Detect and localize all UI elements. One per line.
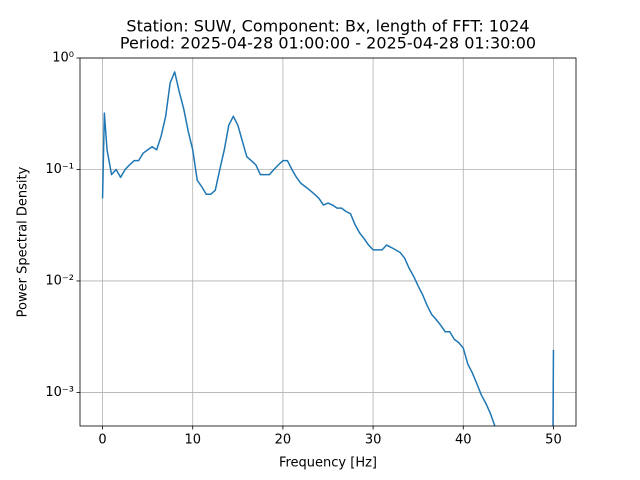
y-tick-label: 10⁻³ [45,385,74,400]
x-tick-label: 40 [455,433,472,448]
x-tick-label: 20 [275,433,292,448]
y-tick-label: 10⁻² [45,273,74,288]
x-tick-label: 30 [365,433,382,448]
ticks: 0 10 20 30 40 50 10⁻³ 10⁻² 10⁻¹ 10⁰ [45,51,561,448]
y-axis-label: Power Spectral Density [16,166,31,317]
chart-title: Station: SUW, Component: Bx, length of F… [126,17,529,36]
x-tick-label: 50 [545,433,562,448]
data-line [101,71,555,426]
plot-area [101,71,555,426]
y-tick-label: 10⁰ [52,51,74,66]
x-tick-label: 0 [98,433,106,448]
x-tick-label: 10 [184,433,201,448]
axes-frame [79,57,577,427]
chart-subtitle: Period: 2025-04-28 01:00:00 - 2025-04-28… [120,34,536,53]
x-axis-label: Frequency [Hz] [279,456,377,471]
y-tick-label: 10⁻¹ [45,162,74,177]
